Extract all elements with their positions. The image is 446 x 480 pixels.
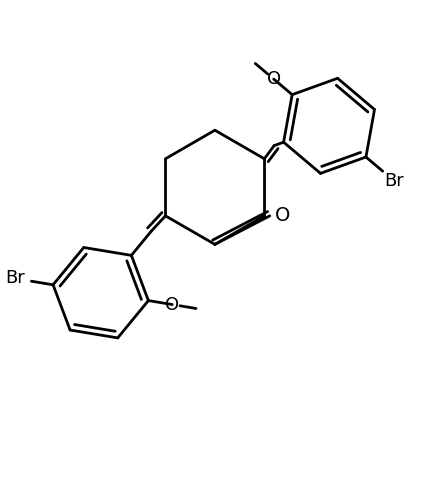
Text: Br: Br [5,269,25,288]
Text: O: O [165,296,179,313]
Text: O: O [274,206,290,225]
Text: O: O [267,70,281,88]
Text: Br: Br [384,172,405,190]
